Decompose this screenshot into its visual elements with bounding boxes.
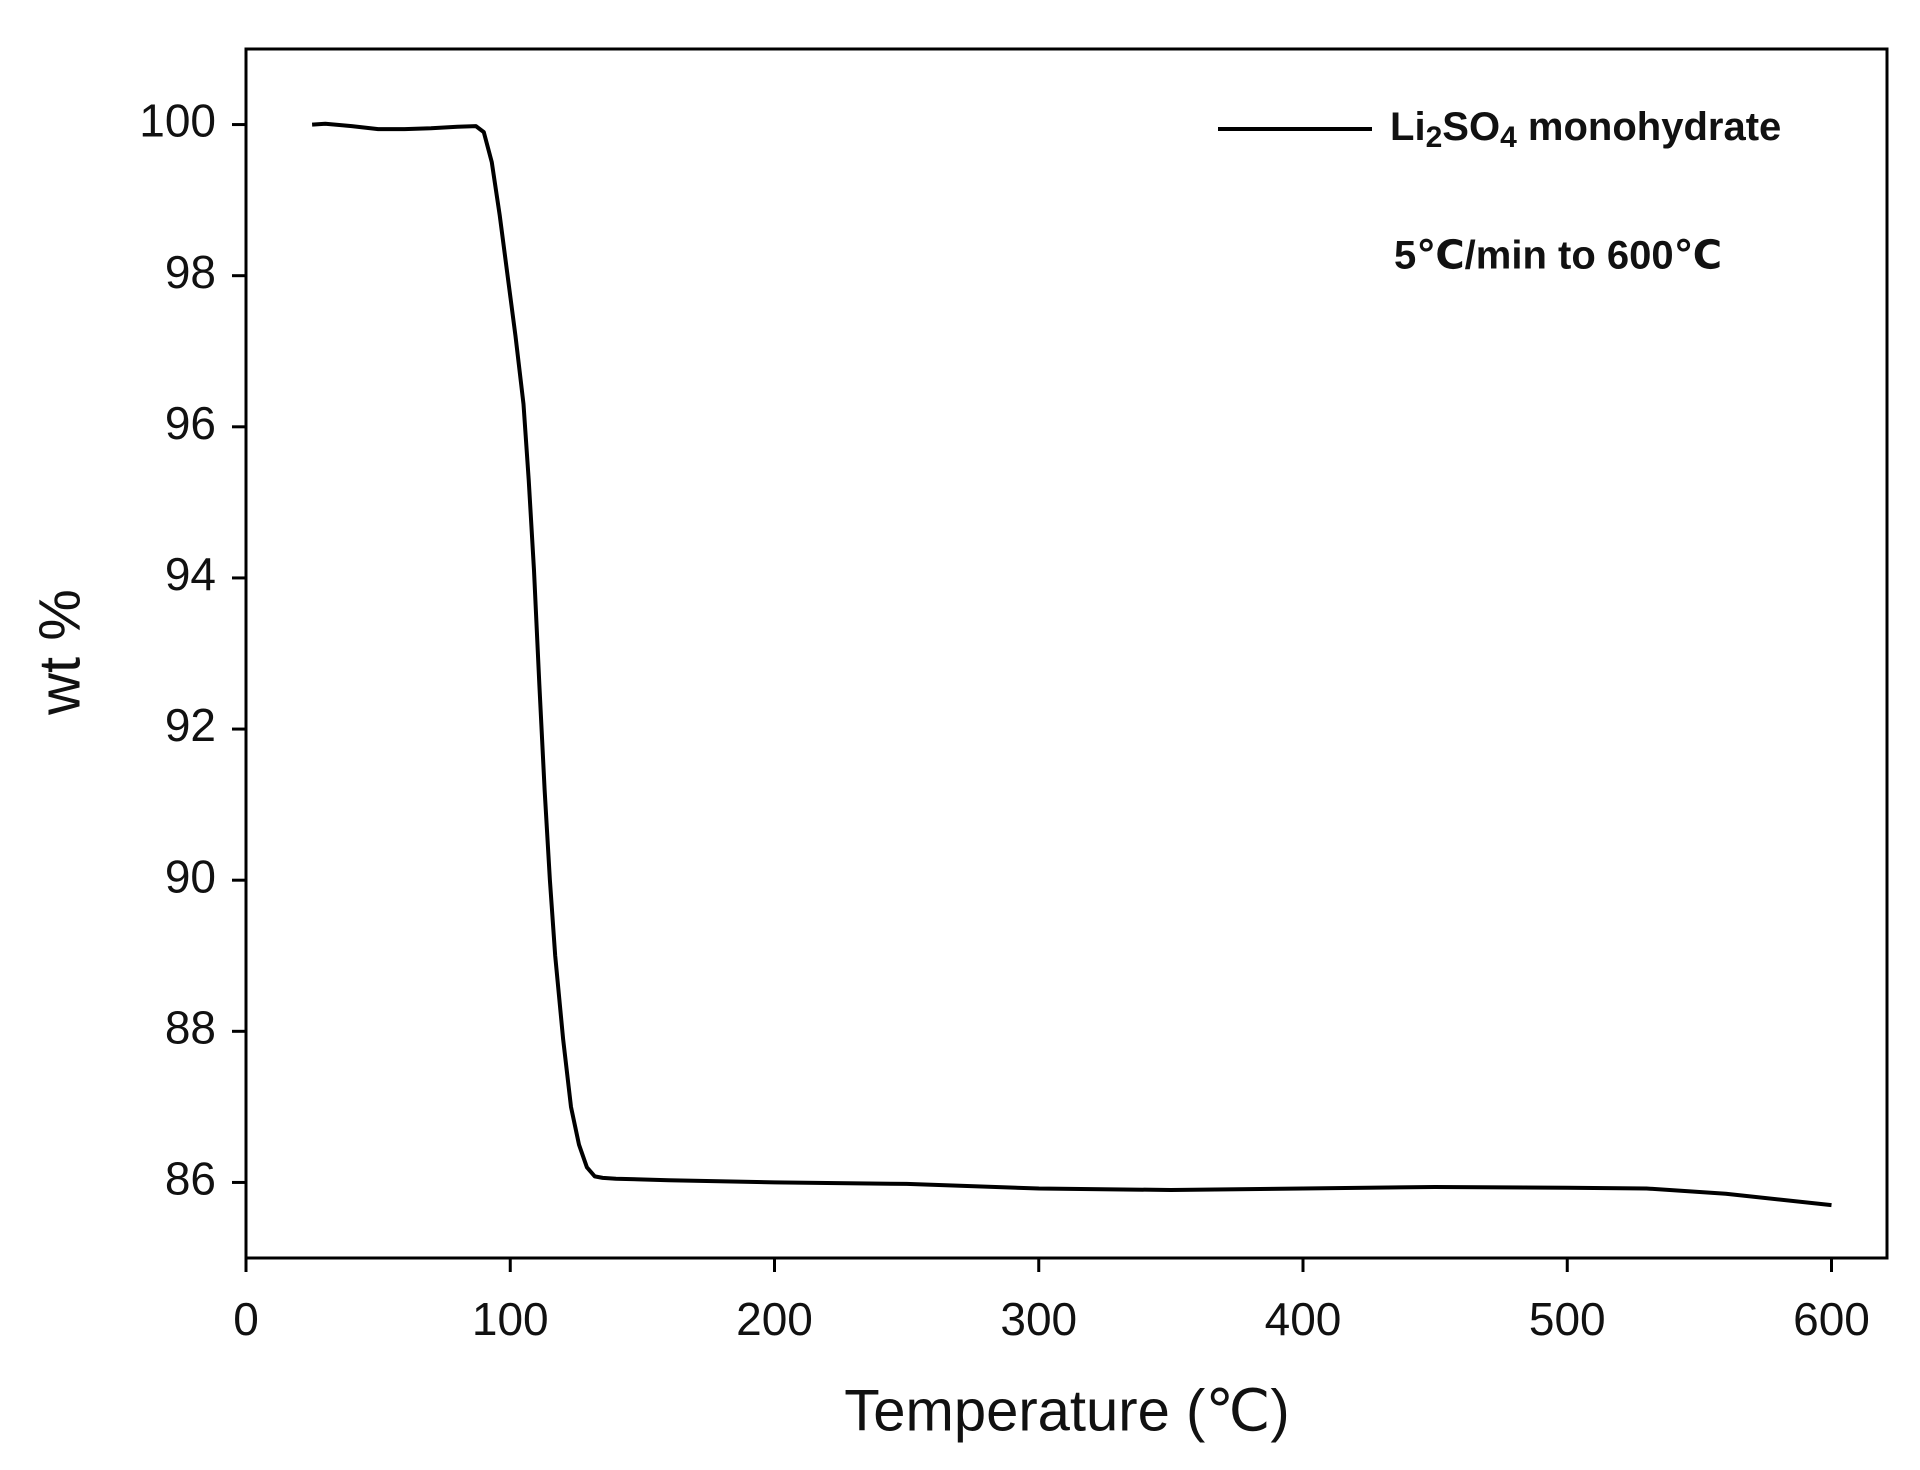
- y-tick-label: 90: [165, 850, 216, 902]
- y-tick-label: 98: [165, 246, 216, 298]
- x-tick-label: 200: [736, 1293, 813, 1345]
- annotation: 5℃/min to 600℃: [1394, 234, 1722, 278]
- y-tick-label: 88: [165, 1001, 216, 1053]
- y-tick-label: 92: [165, 699, 216, 751]
- y-tick-label: 100: [139, 95, 216, 147]
- legend-label: Li2SO4 monohydrate: [1390, 105, 1781, 154]
- x-tick-label: 500: [1529, 1293, 1606, 1345]
- y-tick-label: 96: [165, 397, 216, 449]
- y-axis-label: wt %: [27, 589, 92, 716]
- plot-frame: [244, 47, 1889, 1260]
- y-tick-label: 86: [165, 1153, 216, 1205]
- x-tick-label: 400: [1265, 1293, 1342, 1345]
- data-line: [311, 121, 1832, 1208]
- x-axis-label: Temperature (℃): [844, 1378, 1289, 1443]
- x-tick-label: 0: [233, 1293, 259, 1345]
- x-tick-label: 600: [1793, 1293, 1870, 1345]
- y-tick-label: 94: [165, 548, 216, 600]
- x-tick-label: 300: [1000, 1293, 1077, 1345]
- x-tick-label: 100: [472, 1293, 549, 1345]
